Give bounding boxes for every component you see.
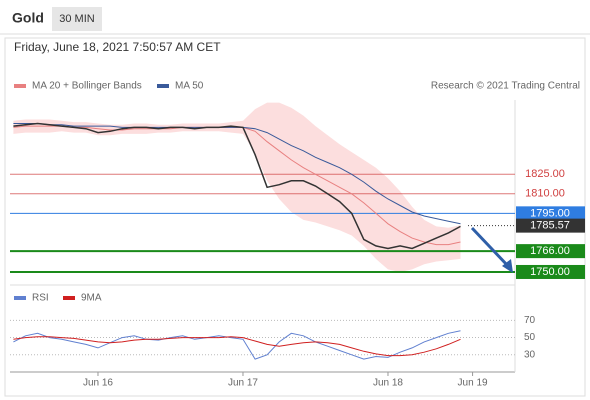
x-tick-label: Jun 17 [228, 378, 258, 389]
legend-swatch [14, 296, 26, 300]
level-label: 1795.00 [530, 207, 570, 219]
level-label: 1825.00 [525, 168, 565, 180]
rsi-tick-label: 30 [524, 349, 536, 360]
legend-label: MA 50 [175, 81, 204, 92]
level-label: 1766.00 [530, 245, 570, 257]
timestamp: Friday, June 18, 2021 7:50:57 AM CET [14, 40, 221, 54]
level-label: 1750.00 [530, 266, 570, 278]
x-tick-label: Jun 19 [458, 378, 488, 389]
instrument: Gold [12, 10, 44, 26]
legend-label: RSI [32, 293, 49, 304]
rsi-line [13, 330, 461, 360]
level-box [516, 264, 585, 279]
level-box [516, 206, 585, 221]
rsi-tick-label: 70 [524, 315, 536, 326]
legend-label: 9MA [81, 293, 102, 304]
x-tick-label: Jun 18 [373, 378, 403, 389]
level-label: 1810.00 [525, 188, 565, 200]
level-box [516, 244, 585, 259]
rsi-tick-label: 50 [524, 332, 536, 343]
current-price-box [516, 218, 585, 233]
timeframe-box [52, 7, 102, 31]
legend-label: MA 20 + Bollinger Bands [32, 81, 142, 92]
current-price-label: 1785.57 [530, 220, 570, 232]
x-tick-label: Jun 16 [83, 378, 113, 389]
legend-swatch [14, 84, 26, 88]
forecast-arrowhead [502, 259, 513, 273]
source: Research © 2021 Trading Central [431, 81, 580, 92]
bollinger-band [13, 102, 461, 272]
rsi-line [13, 336, 461, 357]
timeframe: 30 MIN [59, 13, 95, 25]
legend-swatch [63, 296, 75, 300]
legend-swatch [157, 84, 169, 88]
price-line [13, 122, 461, 250]
forecast-arrow [470, 226, 510, 268]
